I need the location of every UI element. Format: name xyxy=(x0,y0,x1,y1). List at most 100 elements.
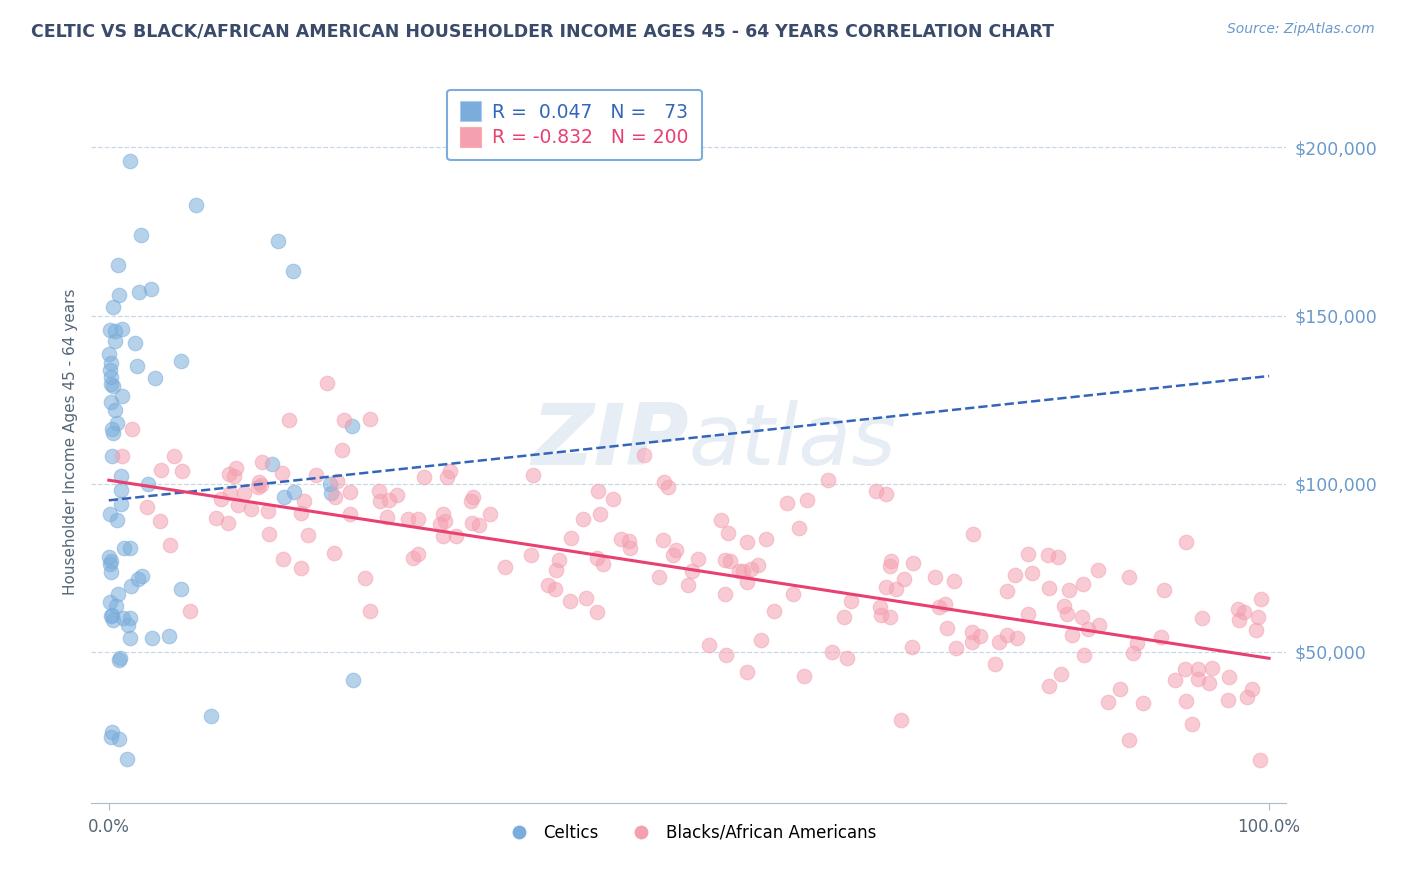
Point xyxy=(1187,673,1209,687)
Point xyxy=(479,507,502,521)
Point xyxy=(290,506,312,520)
Point xyxy=(901,640,924,654)
Point xyxy=(136,476,159,491)
Point xyxy=(103,614,125,628)
Point xyxy=(1073,648,1095,662)
Point xyxy=(837,650,859,665)
Point xyxy=(131,569,153,583)
Point xyxy=(342,419,364,434)
Point xyxy=(1021,566,1043,580)
Point xyxy=(101,725,124,739)
Point xyxy=(735,575,758,590)
Point xyxy=(1246,623,1268,637)
Point xyxy=(257,504,280,518)
Point xyxy=(664,543,686,558)
Point xyxy=(1062,628,1084,642)
Point xyxy=(544,562,567,576)
Point xyxy=(610,532,633,546)
Point xyxy=(558,594,581,608)
Point xyxy=(100,394,122,409)
Point xyxy=(120,631,142,645)
Point xyxy=(333,413,356,427)
Point xyxy=(1057,582,1080,597)
Point xyxy=(586,483,609,498)
Point xyxy=(934,597,956,611)
Point xyxy=(461,516,484,530)
Point xyxy=(1071,577,1094,591)
Point xyxy=(945,640,967,655)
Point xyxy=(339,485,361,500)
Point xyxy=(560,531,582,545)
Point xyxy=(434,514,457,528)
Point xyxy=(648,569,671,583)
Y-axis label: Householder Income Ages 45 - 64 years: Householder Income Ages 45 - 64 years xyxy=(62,288,77,595)
Point xyxy=(396,512,419,526)
Point xyxy=(494,560,516,574)
Point xyxy=(1198,676,1220,690)
Point xyxy=(111,449,134,463)
Point xyxy=(104,403,127,417)
Point xyxy=(120,541,142,556)
Point xyxy=(796,493,818,508)
Point xyxy=(98,347,121,361)
Point xyxy=(1153,582,1175,597)
Point xyxy=(359,411,381,425)
Point xyxy=(1118,569,1140,583)
Point xyxy=(1070,610,1092,624)
Point xyxy=(995,583,1018,598)
Point xyxy=(128,285,150,299)
Point xyxy=(224,468,246,483)
Point xyxy=(305,467,328,482)
Point xyxy=(283,485,305,500)
Point xyxy=(257,526,280,541)
Point xyxy=(402,550,425,565)
Point xyxy=(330,442,353,457)
Point xyxy=(179,604,201,618)
Point xyxy=(98,323,121,337)
Point xyxy=(120,611,142,625)
Point xyxy=(250,455,273,469)
Point xyxy=(737,665,759,679)
Point xyxy=(875,486,897,500)
Point xyxy=(962,527,984,541)
Point xyxy=(592,558,614,572)
Point xyxy=(865,484,887,499)
Point xyxy=(1163,673,1185,688)
Point xyxy=(714,648,737,663)
Point xyxy=(1046,549,1069,564)
Point xyxy=(429,516,451,531)
Point xyxy=(141,631,163,645)
Text: ZIP: ZIP xyxy=(531,400,689,483)
Point xyxy=(247,475,270,489)
Point xyxy=(100,356,122,370)
Point xyxy=(225,461,247,475)
Point xyxy=(787,521,810,535)
Point xyxy=(522,468,544,483)
Point xyxy=(1227,613,1250,627)
Point xyxy=(108,288,131,302)
Point xyxy=(1191,611,1213,625)
Point xyxy=(960,635,983,649)
Point xyxy=(249,478,271,492)
Point xyxy=(408,547,430,561)
Point xyxy=(359,604,381,618)
Point xyxy=(325,491,347,505)
Point xyxy=(184,198,207,212)
Point xyxy=(714,587,737,601)
Point xyxy=(432,529,454,543)
Point xyxy=(157,629,180,643)
Point xyxy=(1056,607,1078,621)
Point xyxy=(406,512,429,526)
Point xyxy=(924,570,946,584)
Point xyxy=(1236,690,1258,704)
Point xyxy=(936,621,959,635)
Point xyxy=(200,709,222,723)
Point xyxy=(710,513,733,527)
Point xyxy=(1174,535,1197,549)
Point xyxy=(246,481,269,495)
Point xyxy=(960,625,983,640)
Point xyxy=(571,512,593,526)
Point xyxy=(460,493,482,508)
Point xyxy=(782,587,804,601)
Point xyxy=(884,582,907,596)
